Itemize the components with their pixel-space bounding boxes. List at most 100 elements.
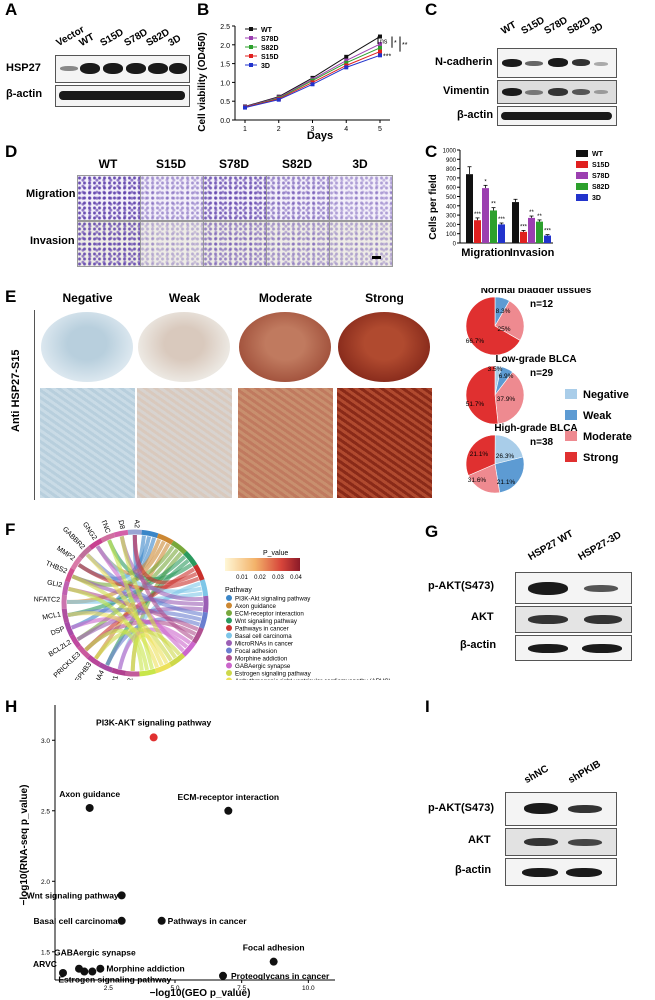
h-point [80, 967, 89, 976]
migration-image [77, 175, 141, 221]
b-sig: *** [383, 53, 391, 60]
h-point-label: Morphine addiction [106, 964, 184, 974]
b-legend-label: S82D [261, 45, 279, 52]
h-point [219, 971, 227, 980]
ihc-zoom-image [337, 388, 432, 498]
lane-label: HSP27 WT [526, 528, 576, 563]
b-sig: ** [402, 42, 408, 49]
d-bar-ylabel: Cells per field [428, 174, 439, 240]
vimentin-blot [497, 80, 617, 104]
b-legend-marker [249, 54, 253, 58]
akt-blot-i [505, 828, 617, 856]
d-legend-swatch [576, 183, 588, 190]
ncadherin-blot [497, 48, 617, 78]
pie-legend-label: Strong [583, 452, 618, 464]
chord-link [84, 628, 144, 671]
panel-f-label: F [5, 520, 16, 539]
h-ytick-label: 2.0 [41, 879, 50, 886]
pakt-blot-g [515, 572, 632, 604]
gene-arc [77, 645, 91, 659]
gene-arc [113, 529, 129, 538]
h-ytick-label: 1.5 [41, 949, 50, 956]
d-bar [520, 231, 527, 243]
gene-label: DSP [50, 626, 66, 638]
gene-arc [64, 567, 75, 583]
b-xtick-label: 2 [277, 126, 281, 133]
akt-blot-g [515, 606, 632, 633]
tma-core-image [138, 312, 230, 382]
b-point [344, 54, 349, 59]
pie-title: Normal bladder tissues [481, 288, 592, 296]
panel-i-label: I [425, 697, 430, 716]
d-bar-sig: * [484, 179, 487, 185]
b-ytick-label: 0.0 [220, 118, 230, 125]
viability-chart: 0.0 0.5 1.0 1.5 2.0 2.5 1 2 3 4 5 WT S78D S82D S15D 3D n… [197, 24, 408, 142]
pathway-legend-label: ECM-receptor interaction [235, 611, 304, 618]
h-point-label: PI3K-AKT signaling pathway [96, 717, 212, 727]
d-row-invasion: Invasion [30, 235, 75, 247]
gene-label: PRKAA2 [126, 678, 134, 680]
gene-arc [78, 545, 92, 560]
ihc-zoom-image [137, 388, 232, 498]
d-bar-ytick-label: 700 [446, 176, 457, 182]
d-bar-sig: *** [474, 212, 482, 218]
b-legend-label: WT [261, 27, 273, 34]
gene-arc [88, 538, 103, 550]
gene-label: ITGA2 [133, 520, 140, 528]
d-bar [490, 210, 497, 243]
b-xtick-label: 1 [243, 126, 247, 133]
h-ytick-label: 2.5 [41, 808, 50, 815]
b-point [276, 97, 281, 102]
pathway-arc [156, 533, 174, 545]
pathway-arc [202, 595, 209, 613]
chord-link [95, 545, 185, 653]
d-legend-swatch [576, 172, 588, 179]
d-bar [512, 202, 519, 243]
d-bar-ytick-label: 800 [446, 167, 457, 173]
pie-legend-label: Weak [583, 410, 612, 422]
pie-label: 3.5% [488, 366, 503, 373]
migration-image [203, 175, 267, 221]
pie-legend-swatch [565, 452, 577, 462]
b-point [243, 105, 247, 110]
pie-label: 21.1% [470, 451, 489, 458]
d-legend-label: S82D [592, 184, 610, 191]
gene-label: GABBR2 [61, 526, 86, 551]
pathway-legend-label: PI3K-Akt signaling pathway [235, 596, 311, 603]
d-bar [544, 235, 551, 243]
pathway-legend-dot [226, 610, 232, 616]
lane-label: shNC [522, 763, 551, 786]
b-legend-marker [249, 27, 253, 31]
gene-arc [70, 555, 83, 571]
d-column-label: S15D [155, 157, 187, 171]
b-point [310, 82, 315, 87]
h-xlabel: −log10(GEO p_value) [150, 988, 251, 999]
gene-label: THBS2 [44, 560, 68, 575]
pie-title: High-grade BLCA [494, 423, 577, 434]
pathway-arc [139, 668, 157, 677]
d-bar-ytick-label: 0 [453, 242, 457, 248]
h-ytick-label: 3.0 [41, 738, 50, 745]
h-xtick-label: 2.5 [104, 985, 113, 992]
pathway-legend-label: GABAergic synapse [235, 663, 291, 670]
d-bar-sig: ** [537, 214, 542, 220]
h-point-label: Proteoglycans in cancer [231, 971, 330, 981]
b-legend-label: S78D [261, 36, 279, 43]
g-row-actin: β-actin [460, 639, 497, 651]
h-xtick-label: 10.0 [302, 985, 315, 992]
panel-d-label: D [5, 142, 18, 161]
e-column-label: Negative [62, 291, 113, 305]
d-bar-ytick-label: 1000 [443, 149, 457, 155]
pathway-arc [141, 529, 159, 539]
tma-core-image [41, 312, 133, 382]
pathway-arc [169, 653, 186, 667]
pie-slice [467, 463, 501, 494]
cells-per-field-chart: 01002003004005006007008009001000********… [428, 149, 610, 260]
pathway-arc [183, 550, 198, 567]
pie-slice [465, 296, 521, 356]
h-point [85, 803, 94, 812]
pie-n: n=12 [530, 299, 554, 310]
b-ytick-label: 2.0 [220, 43, 230, 50]
b-xtick-label: 4 [344, 126, 348, 133]
d-bar-ytick-label: 100 [446, 232, 457, 238]
